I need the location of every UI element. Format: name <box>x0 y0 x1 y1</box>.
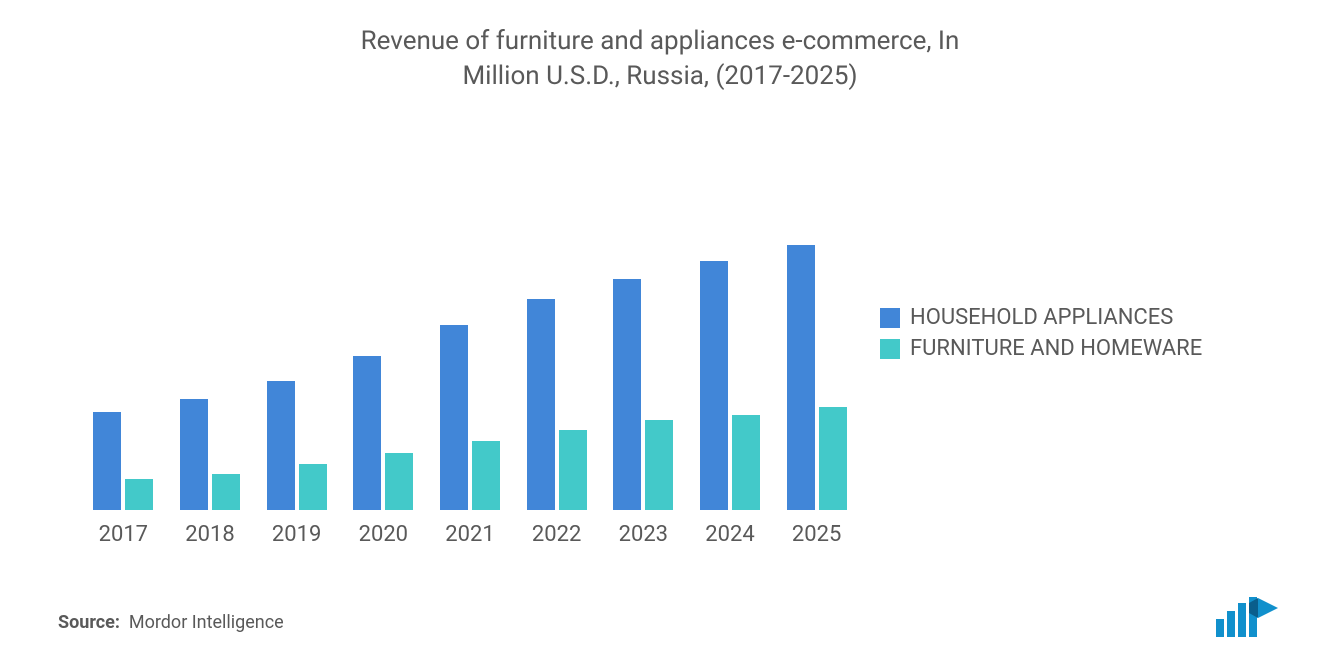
bar <box>212 474 240 510</box>
bar <box>527 299 555 510</box>
chart-plot: 2017 2018 2019 2020 2021 2022 2023 2024 2025 <box>80 150 860 550</box>
x-tick-label: 2018 <box>185 522 234 547</box>
x-tick-label: 2023 <box>619 522 668 547</box>
bar-group <box>180 399 240 510</box>
chart-container: Revenue of furniture and appliances e-co… <box>0 0 1320 665</box>
bar <box>440 325 468 510</box>
chart-title: Revenue of furniture and appliances e-co… <box>310 24 1010 94</box>
x-tick-label: 2025 <box>792 522 841 547</box>
bar <box>787 245 815 510</box>
bar-group <box>787 245 847 510</box>
bar <box>819 407 847 510</box>
bar <box>472 441 500 510</box>
legend-label: HOUSEHOLD APPLIANCES <box>910 305 1173 330</box>
title-line-2: Million U.S.D., Russia, (2017-2025) <box>462 61 857 91</box>
bar <box>267 381 295 510</box>
bar-group <box>93 412 153 510</box>
bar-group <box>527 299 587 510</box>
bar <box>613 279 641 510</box>
x-tick-label: 2021 <box>445 522 494 547</box>
legend-swatch-icon <box>880 308 900 328</box>
bar <box>125 479 153 510</box>
x-tick-label: 2017 <box>99 522 148 547</box>
plot-area <box>80 150 860 510</box>
title-line-1: Revenue of furniture and appliances e-co… <box>361 26 960 56</box>
x-tick-label: 2022 <box>532 522 581 547</box>
bar-group <box>700 261 760 510</box>
x-tick-label: 2019 <box>272 522 321 547</box>
bar <box>299 464 327 510</box>
legend-item-household: HOUSEHOLD APPLIANCES <box>880 305 1202 330</box>
bar <box>700 261 728 510</box>
x-tick-label: 2020 <box>359 522 408 547</box>
x-tick-label: 2024 <box>705 522 754 547</box>
mordor-logo-icon <box>1216 597 1280 641</box>
bar <box>732 415 760 510</box>
bar <box>385 453 413 510</box>
bar-group <box>613 279 673 510</box>
legend-label: FURNITURE AND HOMEWARE <box>910 336 1202 361</box>
bar <box>180 399 208 510</box>
source-attribution: Source: Mordor Intelligence <box>58 612 284 633</box>
source-value: Mordor Intelligence <box>129 612 284 633</box>
x-axis-labels: 2017 2018 2019 2020 2021 2022 2023 2024 2025 <box>80 510 860 550</box>
bar-group <box>440 325 500 510</box>
source-label: Source: <box>58 612 120 633</box>
bar-group <box>267 381 327 510</box>
bar <box>559 430 587 510</box>
bar <box>645 420 673 510</box>
legend-item-furniture: FURNITURE AND HOMEWARE <box>880 336 1202 361</box>
bar-group <box>353 356 413 510</box>
bar <box>353 356 381 510</box>
bar <box>93 412 121 510</box>
legend-swatch-icon <box>880 339 900 359</box>
legend: HOUSEHOLD APPLIANCES FURNITURE AND HOMEW… <box>880 305 1202 367</box>
